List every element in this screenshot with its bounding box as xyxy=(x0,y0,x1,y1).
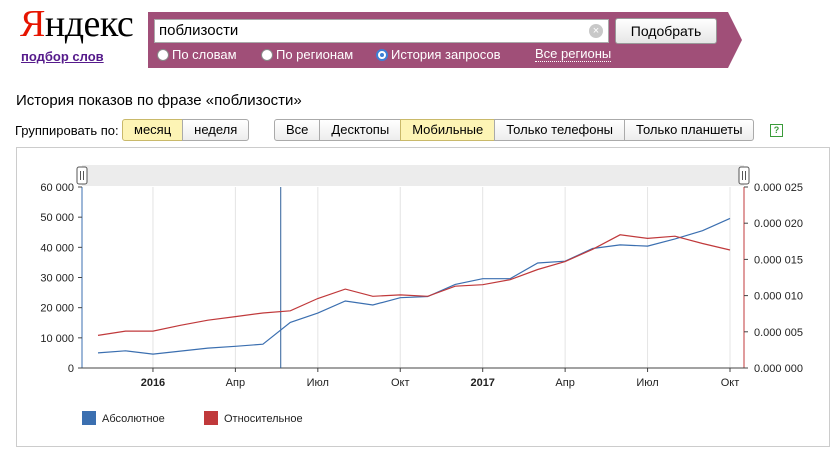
y-right-tick-label: 0.000 005 xyxy=(754,327,803,339)
x-tick-label: Апр xyxy=(555,377,574,389)
chart-frame xyxy=(16,147,830,447)
legend-label[interactable]: Относительное xyxy=(224,413,303,425)
help-icon[interactable]: ? xyxy=(770,124,783,137)
group-by-toggle: месяц неделя xyxy=(122,119,250,141)
y-left-tick-label: 10 000 xyxy=(40,333,74,345)
pick-button[interactable]: Подобрать xyxy=(615,18,717,44)
device-mobile-button[interactable]: Мобильные xyxy=(400,119,496,141)
x-tick-label: Апр xyxy=(226,377,245,389)
y-right-tick-label: 0.000 000 xyxy=(754,363,803,375)
y-left-tick-label: 0 xyxy=(68,363,74,375)
legend-label[interactable]: Абсолютное xyxy=(102,413,165,425)
radio-dot-icon xyxy=(261,48,273,61)
group-week-button[interactable]: неделя xyxy=(182,119,250,141)
radio-history[interactable]: История запросов xyxy=(376,47,501,62)
series-line-relative xyxy=(97,234,731,336)
device-phones-button[interactable]: Только телефоны xyxy=(494,119,626,141)
radio-by-words[interactable]: По словам xyxy=(157,47,237,62)
clear-icon[interactable]: × xyxy=(589,24,603,38)
group-by-label: Группировать по: xyxy=(15,123,119,138)
radio-dot-selected-icon xyxy=(376,48,388,61)
group-month-button[interactable]: месяц xyxy=(122,119,184,141)
page-title: История показов по фразе «поблизости» xyxy=(16,92,302,109)
x-tick-label: Окт xyxy=(391,377,410,389)
y-left-tick-label: 60 000 xyxy=(40,182,74,194)
radio-by-regions[interactable]: По регионам xyxy=(261,47,353,62)
series-line-absolute xyxy=(97,217,731,355)
device-all-button[interactable]: Все xyxy=(274,119,321,141)
x-tick-label: Окт xyxy=(721,377,740,389)
search-input[interactable]: поблизости xyxy=(154,19,609,43)
y-left-tick-label: 30 000 xyxy=(40,273,74,285)
device-desktop-button[interactable]: Десктопы xyxy=(319,119,402,141)
device-toggle: Все Десктопы Мобильные Только телефоны Т… xyxy=(274,119,755,141)
x-tick-label: Июл xyxy=(636,377,658,389)
range-navigator-bar[interactable] xyxy=(82,165,744,186)
device-tablets-button[interactable]: Только планшеты xyxy=(624,119,755,141)
y-right-tick-label: 0.000 025 xyxy=(754,182,803,194)
all-regions-link[interactable]: Все регионы xyxy=(535,46,612,62)
y-left-tick-label: 40 000 xyxy=(40,242,74,254)
x-tick-label: 2016 xyxy=(141,377,165,389)
wordstat-link[interactable]: подбор слов xyxy=(21,49,104,64)
x-tick-label: 2017 xyxy=(470,377,494,389)
y-left-tick-label: 20 000 xyxy=(40,303,74,315)
yandex-logo[interactable]: Яндекс xyxy=(20,3,134,45)
x-tick-label: Июл xyxy=(307,377,329,389)
legend-swatch xyxy=(82,411,96,425)
y-right-tick-label: 0.000 020 xyxy=(754,218,803,230)
y-right-tick-label: 0.000 015 xyxy=(754,254,803,266)
y-left-tick-label: 50 000 xyxy=(40,212,74,224)
radio-dot-icon xyxy=(157,48,169,61)
legend-swatch xyxy=(204,411,218,425)
range-handle-right-icon[interactable] xyxy=(738,166,750,185)
range-handle-left-icon[interactable] xyxy=(76,166,88,185)
y-right-tick-label: 0.000 010 xyxy=(754,291,803,303)
